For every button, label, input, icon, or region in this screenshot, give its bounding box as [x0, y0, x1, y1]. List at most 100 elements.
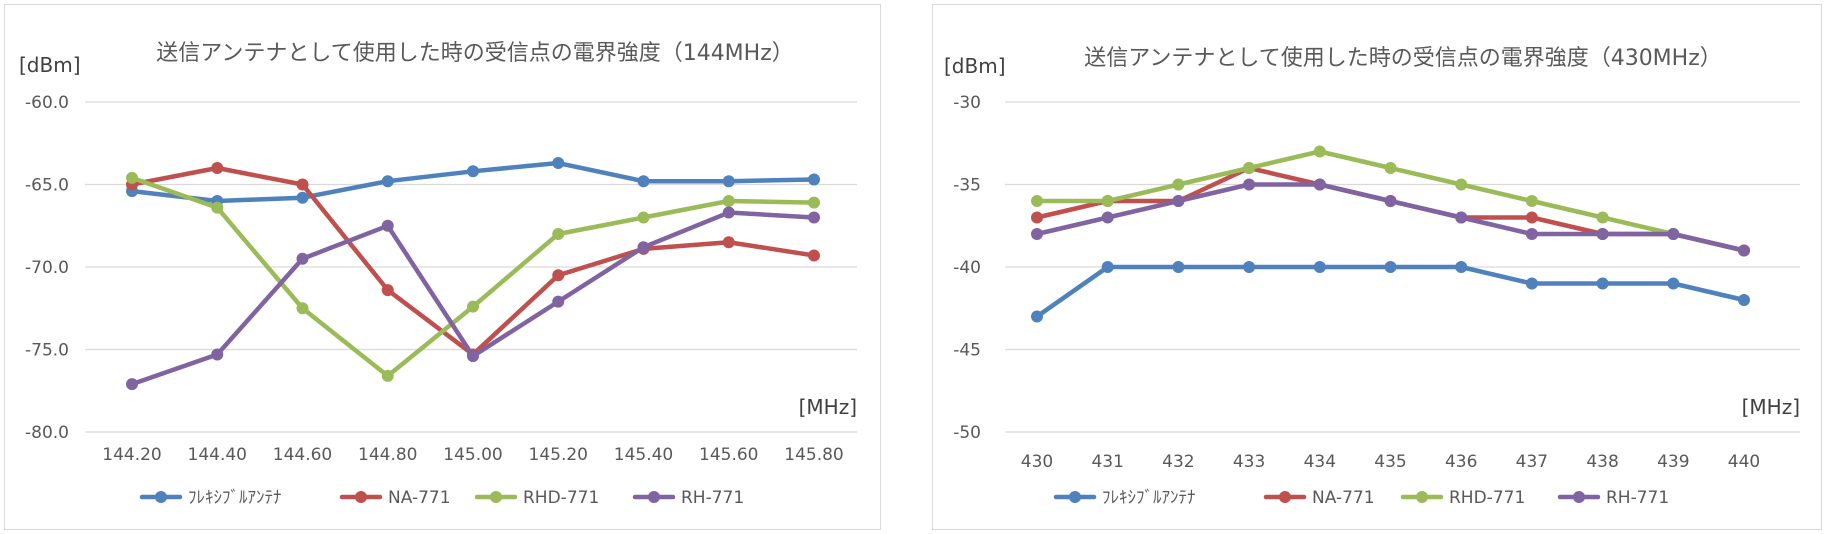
data-point: [552, 228, 565, 240]
data-point: [296, 178, 309, 191]
y-axis-unit: [dBm]: [19, 53, 81, 77]
x-tick-label: 144.20: [102, 445, 161, 465]
legend-entry: RHD-771: [523, 488, 599, 508]
x-axis-unit: [MHz]: [1742, 395, 1800, 419]
y-tick-label: -75.0: [25, 341, 69, 361]
data-point: [211, 162, 224, 174]
x-tick-label: 145.80: [784, 445, 843, 465]
data-point: [1031, 211, 1043, 224]
data-point: [211, 348, 224, 361]
legend-marker-point: [355, 491, 367, 503]
data-point: [722, 236, 735, 249]
chart-144mhz: 送信アンテナとして使用した時の受信点の電界強度（144MHz） [dBm] [M…: [4, 4, 881, 530]
chart-title: 送信アンテナとして使用した時の受信点の電界強度（144MHz）: [156, 41, 794, 66]
data-point: [1384, 162, 1397, 174]
y-tick-label: -60.0: [25, 93, 69, 113]
y-tick-label: -40: [953, 258, 981, 278]
data-point: [381, 284, 394, 297]
data-point: [1667, 277, 1680, 290]
data-point: [722, 195, 735, 207]
legend-entry: RHD-771: [1449, 488, 1525, 508]
data-point: [637, 175, 650, 188]
y-tick-label: -30: [953, 93, 981, 113]
data-point: [126, 378, 138, 391]
data-point: [1384, 261, 1397, 273]
x-tick-label: 436: [1445, 452, 1477, 472]
legend-entry: RH-771: [1606, 488, 1669, 508]
data-point: [1525, 277, 1538, 290]
data-point: [808, 249, 820, 262]
x-axis-unit: [MHz]: [799, 395, 857, 419]
data-point: [1596, 211, 1609, 224]
data-point: [1031, 310, 1043, 323]
legend-marker-point: [648, 491, 660, 503]
data-point: [1101, 211, 1114, 224]
data-point: [1596, 277, 1609, 290]
data-point: [126, 171, 138, 184]
data-point: [1384, 195, 1397, 207]
x-tick-label: 145.00: [443, 445, 502, 465]
data-point: [552, 157, 565, 170]
data-point: [808, 211, 820, 224]
data-point: [1101, 195, 1114, 207]
x-tick-label: 145.40: [614, 445, 673, 465]
legend-entry: NA-771: [1312, 488, 1375, 508]
data-point: [552, 269, 565, 282]
data-point: [637, 241, 650, 254]
data-point: [722, 175, 735, 188]
data-point: [808, 196, 820, 209]
data-point: [1313, 145, 1326, 158]
data-point: [467, 350, 479, 363]
series-line: [129, 175, 817, 379]
x-tick-label: 433: [1233, 452, 1265, 472]
y-tick-label: -65.0: [25, 176, 69, 196]
chart-title: 送信アンテナとして使用した時の受信点の電界強度（430MHz）: [1084, 46, 1722, 71]
data-point: [1313, 178, 1326, 191]
data-point: [1455, 178, 1468, 191]
legend-marker-point: [155, 491, 167, 503]
legend-entry: NA-771: [388, 488, 451, 508]
data-point: [1525, 211, 1538, 224]
data-point: [1455, 261, 1468, 273]
data-point: [637, 211, 650, 224]
chart-430mhz-svg: 送信アンテナとして使用した時の受信点の電界強度（430MHz） [dBm] [M…: [944, 46, 1800, 508]
data-point: [1455, 211, 1468, 224]
data-point: [381, 369, 394, 382]
x-tick-label: 439: [1657, 452, 1689, 472]
x-tick-label: 144.60: [273, 445, 332, 465]
y-tick-label: -35: [953, 176, 981, 196]
data-point: [296, 302, 309, 315]
legend-marker-point: [1573, 491, 1585, 503]
data-point: [1313, 261, 1326, 273]
data-point: [1525, 228, 1538, 240]
legend-entry: ﾌﾚｷｼﾌﾞﾙｱﾝﾃﾅ: [1102, 488, 1196, 508]
x-tick-label: 435: [1374, 452, 1406, 472]
x-tick-label: 432: [1162, 452, 1194, 472]
data-point: [1172, 261, 1185, 273]
data-point: [1243, 162, 1256, 174]
data-point: [296, 191, 309, 204]
data-point: [211, 201, 224, 214]
x-tick-label: 145.20: [529, 445, 588, 465]
series-line: [1034, 264, 1747, 319]
legend-marker-point: [1416, 491, 1428, 503]
chart-430mhz: 送信アンテナとして使用した時の受信点の電界強度（430MHz） [dBm] [M…: [932, 4, 1822, 530]
x-tick-label: 431: [1091, 452, 1123, 472]
legend-entry: RH-771: [681, 488, 744, 508]
data-point: [1172, 195, 1185, 207]
y-axis-unit: [dBm]: [944, 54, 1006, 78]
x-tick-label: 144.80: [358, 445, 417, 465]
data-point: [1243, 261, 1256, 273]
y-tick-label: -80.0: [25, 423, 69, 443]
data-point: [1031, 228, 1043, 240]
data-point: [1738, 294, 1750, 306]
x-tick-label: 438: [1586, 452, 1618, 472]
x-tick-label: 145.60: [699, 445, 758, 465]
legend-marker-point: [1279, 491, 1291, 503]
series-line: [129, 165, 817, 357]
data-point: [1172, 178, 1185, 191]
x-tick-label: 437: [1516, 452, 1548, 472]
data-point: [467, 165, 479, 178]
data-point: [1031, 195, 1043, 207]
x-tick-label: 144.40: [188, 445, 247, 465]
